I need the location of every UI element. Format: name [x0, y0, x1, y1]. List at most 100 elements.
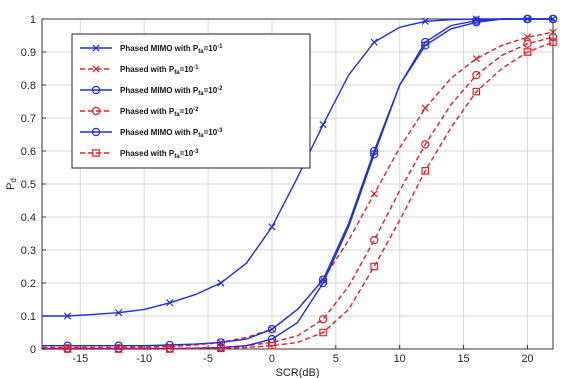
series-4-point [472, 18, 481, 27]
legend-label-main: Phased with P [120, 65, 175, 74]
y-tick-label: 0.7 [21, 113, 36, 125]
legend-label-subscript: fa [198, 91, 204, 97]
series-3-point [523, 39, 532, 48]
legend-label-main: Phased MIMO with P [120, 44, 199, 53]
x-axis-label: SCR(dB) [275, 367, 319, 378]
y-tick-label: 0.6 [21, 146, 36, 158]
legend-label-tail: =10 [180, 149, 194, 158]
series-3-point [421, 140, 430, 149]
series-0-point-stroke [217, 279, 225, 287]
y-tick-label: 0 [30, 344, 36, 356]
legend-item-2: Phased MIMO with Pfa=10-2 [80, 85, 223, 97]
y-axis-label-main: P [5, 183, 17, 190]
series-0-point [370, 38, 378, 46]
y-tick-label: 0.1 [21, 311, 36, 323]
legend-label-subscript: fa [174, 112, 180, 118]
y-tick-label: 0.2 [21, 278, 36, 290]
series-3-point [318, 315, 328, 324]
series-0-point [63, 312, 72, 320]
legend-marker-sample [92, 44, 100, 52]
series-0-point-stroke [166, 299, 174, 307]
series-0-point-stroke [63, 312, 72, 320]
series-5-point [421, 167, 430, 175]
legend-label: Phased MIMO with Pfa=10-2 [120, 86, 223, 97]
legend-label-tail: =10 [180, 65, 194, 74]
series-5-point [549, 38, 557, 46]
legend-item-1: Phased with Pfa=10-1 [80, 65, 199, 76]
series-2-point [216, 338, 226, 347]
legend-label: Phased MIMO with Pfa=10-1 [120, 44, 223, 55]
series-4-point [523, 14, 532, 24]
y-axis-label: Pd [5, 178, 18, 190]
legend-marker-sample-stroke [92, 44, 100, 52]
series-5-point [370, 262, 378, 271]
legend-label-tail: =10 [204, 86, 218, 95]
series-3-point [369, 235, 379, 245]
series-4-point [369, 150, 379, 159]
series-1-point [370, 190, 378, 198]
series-5-point [523, 48, 532, 56]
series-0-point-stroke [319, 120, 327, 129]
series-2-point [267, 325, 277, 334]
legend-marker-sample [92, 65, 100, 73]
legend-label-tail: =10 [204, 44, 218, 53]
series-5-point [63, 345, 72, 353]
legend-label-exponent: -2 [217, 86, 223, 92]
legend-label: Phased with Pfa=10-1 [120, 65, 199, 76]
y-tick-label: 0.8 [21, 80, 36, 92]
legend-marker-sample [91, 106, 101, 116]
legend-label-exponent: -2 [193, 107, 199, 113]
y-tick-label: 0.4 [21, 212, 36, 224]
series-1-point-stroke [523, 33, 532, 41]
series-0-point [319, 120, 327, 129]
series-2-line [42, 18, 553, 347]
series-5-line [42, 41, 554, 350]
legend-label: Phased with Pfa=10-3 [120, 149, 199, 160]
y-tick-label: 0.9 [21, 47, 36, 59]
legend-label: Phased MIMO with Pfa=10-3 [120, 128, 223, 139]
series-0-point [268, 223, 276, 231]
legend-marker-sample [92, 149, 100, 157]
series-1-point-stroke [370, 190, 378, 198]
x-tick-label: 20 [521, 353, 533, 365]
legend-label-subscript: fa [174, 70, 180, 76]
series-0-point [115, 309, 123, 317]
y-tick-label: 0.3 [21, 245, 36, 257]
legend-label-subscript: fa [198, 49, 204, 55]
series-3-point [472, 70, 481, 80]
y-axis-label-subscript: d [9, 178, 18, 182]
series-3-point [548, 32, 558, 42]
series-0-point-stroke [115, 309, 123, 317]
y-axis-ticks: 0 0.1 0.2 0.3 0.4 0.5 0.6 0.7 0.8 0.9 1 [21, 14, 46, 356]
legend-marker-sample-stroke [92, 65, 100, 73]
series-0-point-stroke [370, 38, 378, 46]
series-0-point [217, 279, 225, 287]
legend-label-tail: =10 [180, 107, 194, 116]
legend-label-main: Phased MIMO with P [120, 86, 199, 95]
legend-label-exponent: -3 [193, 149, 199, 155]
legend-box [71, 33, 311, 169]
series-5-point [217, 344, 225, 353]
y-tick-label: 0.5 [21, 179, 36, 191]
x-axis-ticks: -15 -10 -5 0 5 10 15 20 [72, 345, 534, 365]
legend-label-main: Phased with P [120, 107, 175, 116]
x-tick-label: -5 [203, 353, 213, 365]
series-0-point [166, 299, 174, 307]
x-tick-label: 5 [333, 353, 339, 365]
series-4-line [42, 18, 553, 350]
series-0-line [42, 18, 553, 317]
legend-label-subscript: fa [198, 133, 204, 139]
series-3-line [42, 36, 554, 349]
x-tick-label: -10 [136, 353, 152, 365]
x-tick-label: 15 [457, 353, 469, 365]
series-1-point [421, 104, 429, 112]
series-1-point [523, 33, 532, 41]
series-4-point [548, 14, 558, 24]
series-1-point-stroke [421, 104, 429, 112]
x-tick-label: 0 [269, 353, 275, 365]
series-0-point [421, 17, 429, 25]
series-1-point [472, 54, 480, 63]
series-4-point [318, 278, 328, 288]
legend-label-tail: =10 [204, 128, 218, 137]
